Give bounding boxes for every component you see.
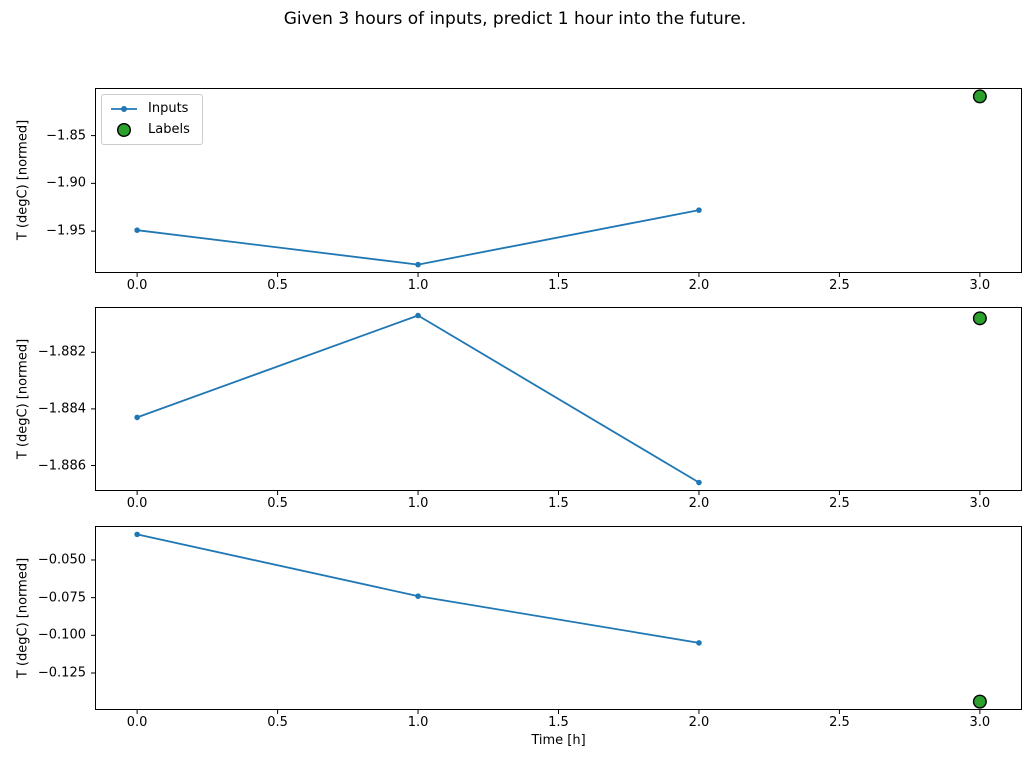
x-tick-label: 2.5 [829, 496, 850, 511]
labels-marker [972, 89, 987, 104]
x-tick-label: 1.5 [548, 278, 569, 293]
figure-title: Given 3 hours of inputs, predict 1 hour … [283, 9, 747, 29]
y-tick-label: −1.886 [37, 458, 86, 474]
x-tick-label: 2.0 [688, 496, 710, 511]
x-tick-label: 0.0 [126, 715, 148, 730]
inputs-marker [134, 227, 140, 233]
y-tick-label: −0.075 [37, 590, 86, 606]
x-tick-label: 1.0 [407, 496, 429, 511]
x-tick-label: 1.0 [407, 278, 429, 293]
x-tick-label: 0.5 [267, 715, 288, 730]
legend: Inputs Labels [101, 94, 203, 145]
y-tick-label: −0.100 [37, 627, 86, 643]
x-tick-label: 0.5 [267, 496, 288, 511]
y-axis-label: T (degC) [normed] [15, 338, 31, 460]
subplot-2: T (degC) [normed] 0.0 0.5 1.0 1.5 2.0 2.5 3.0 −… [16, 307, 1022, 510]
y-axis-label: T (degC) [normed] [15, 119, 31, 241]
y-tick-label: −0.050 [37, 552, 86, 568]
y-tick-label: −1.95 [46, 223, 86, 239]
plot-area [91, 307, 1022, 495]
axes-border [95, 88, 1022, 273]
x-tick-label: 2.0 [688, 715, 710, 730]
x-tick-label: 1.5 [548, 496, 569, 511]
x-tick-label: 3.0 [969, 278, 991, 293]
plot-area [91, 526, 1022, 714]
inputs-marker [134, 414, 140, 421]
legend-entry-labels: Labels [110, 122, 190, 138]
inputs-marker [696, 207, 702, 213]
labels-marker [972, 311, 987, 326]
y-tick-label: −1.884 [37, 401, 86, 417]
inputs-marker [696, 640, 702, 646]
y-tick-label: −0.125 [37, 665, 86, 681]
x-tick-label: 3.0 [969, 496, 991, 511]
legend-label-labels: Labels [148, 121, 190, 137]
y-axis-label: T (degC) [normed] [15, 557, 31, 679]
labels-circle-icon [116, 122, 132, 138]
labels-marker [972, 694, 987, 709]
subplot-3: T (degC) [normed] Time [h] 0.0 0.5 1.0 1.5 2… [16, 526, 1022, 747]
x-tick-label: 2.0 [688, 278, 710, 293]
inputs-line-icon [111, 106, 137, 112]
x-tick-label: 0.0 [126, 278, 148, 293]
axes-border [95, 307, 1022, 491]
x-axis-label: Time [h] [531, 733, 586, 748]
inputs-line [136, 314, 700, 484]
y-tick-label: −1.882 [37, 344, 86, 360]
x-tick-label: 3.0 [969, 715, 991, 730]
plot-area [91, 88, 1022, 277]
inputs-marker [696, 479, 702, 486]
inputs-marker [415, 261, 421, 268]
inputs-marker [415, 312, 421, 319]
inputs-marker [134, 531, 140, 538]
x-tick-label: 0.5 [267, 278, 288, 293]
legend-entry-inputs: Inputs [110, 101, 190, 117]
subplot-1: T (degC) [normed] Inputs Labels 0.0 0.5 1.… [16, 88, 1022, 292]
inputs-line [136, 533, 700, 644]
x-tick-label: 2.5 [829, 278, 850, 293]
legend-label-inputs: Inputs [148, 100, 189, 116]
inputs-marker [415, 593, 421, 599]
x-tick-label: 1.5 [548, 715, 569, 730]
x-tick-label: 1.0 [407, 715, 429, 730]
y-tick-label: −1.85 [46, 128, 86, 144]
inputs-line [137, 209, 700, 266]
axes-border [95, 526, 1022, 710]
y-tick-label: −1.90 [46, 175, 86, 191]
x-tick-label: 0.0 [126, 496, 148, 511]
x-tick-label: 2.5 [829, 715, 850, 730]
